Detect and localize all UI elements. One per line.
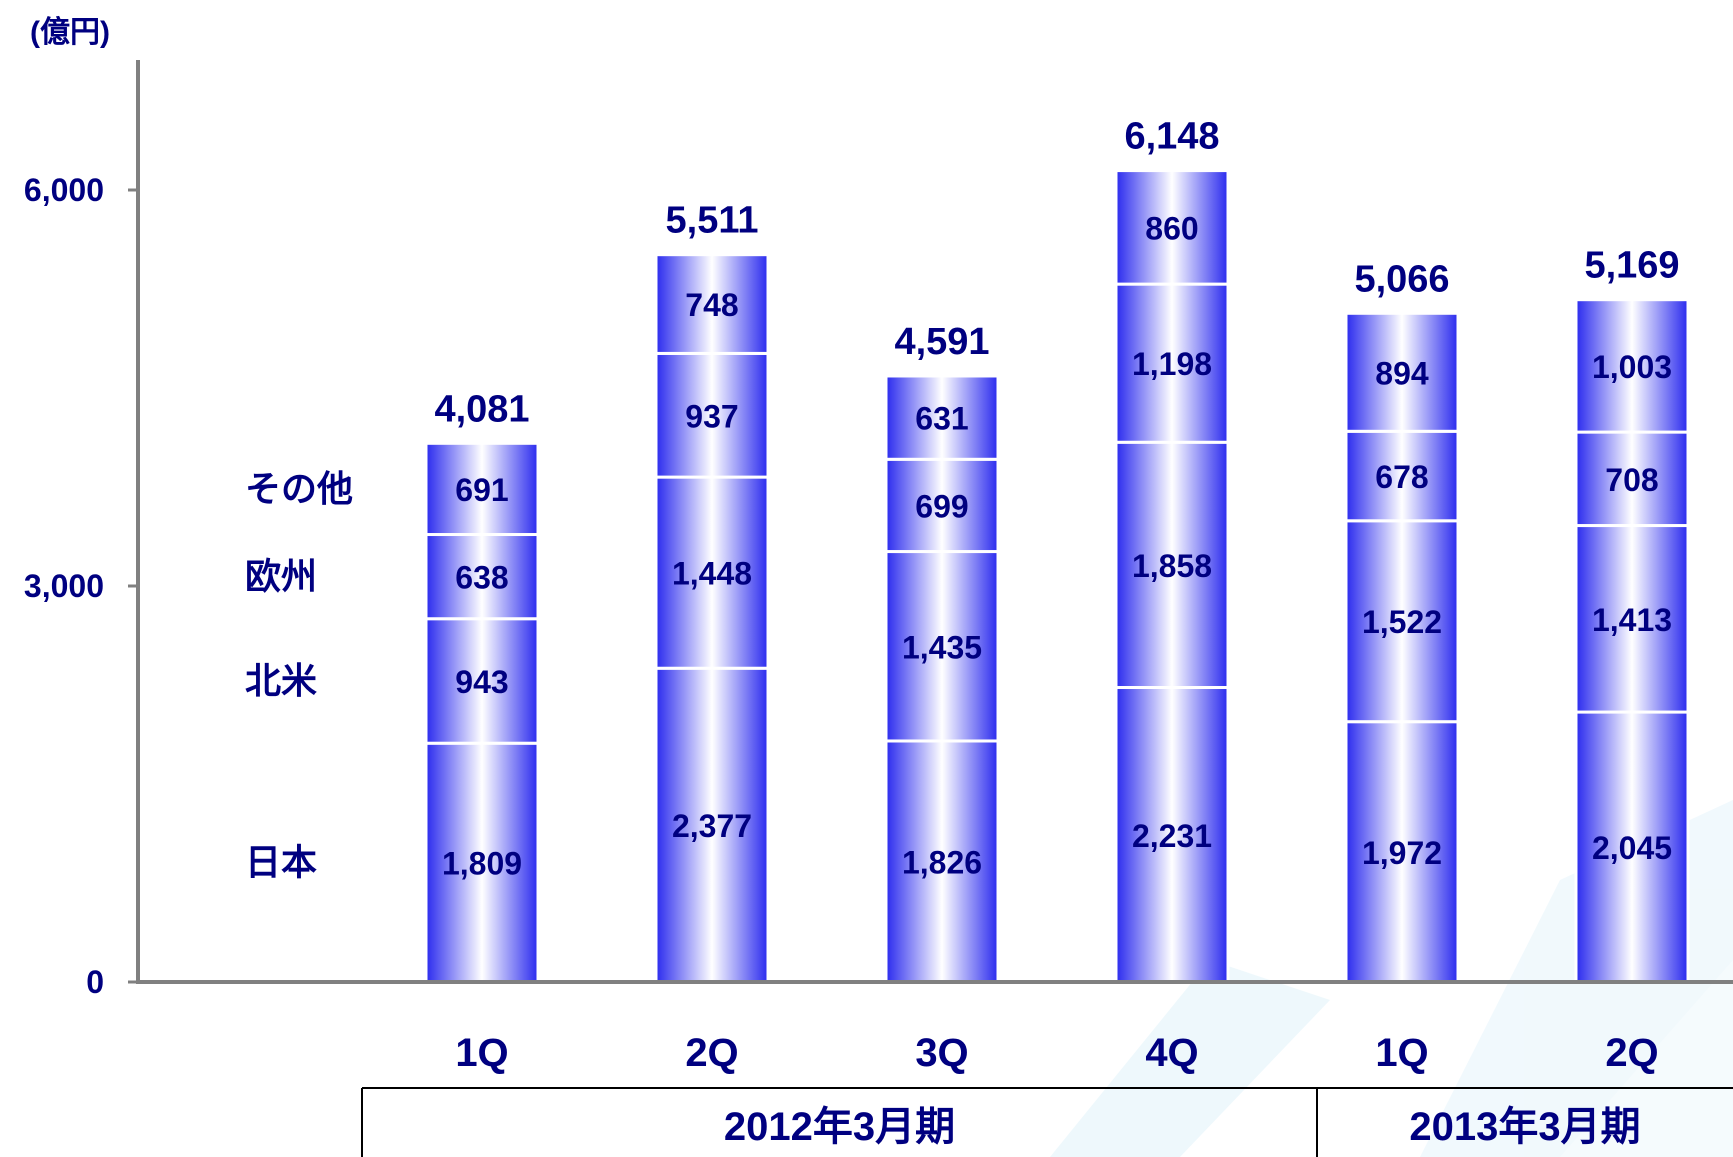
bar-segment: [1574, 298, 1690, 434]
bar-segment: [884, 457, 1000, 554]
bar-segment: [424, 617, 540, 745]
bar-segment: [424, 533, 540, 621]
y-axis-ticks: 0 3,000 6,000: [24, 172, 138, 1000]
bar-segment: [654, 666, 770, 984]
bar-segment: [1344, 720, 1460, 984]
y-tick-label: 6,000: [24, 172, 104, 208]
series-label: 北米: [245, 660, 317, 701]
segment-value-label: 1,972: [1362, 835, 1442, 871]
bar-segment: [1344, 429, 1460, 523]
x-category-label: 3Q: [915, 1031, 968, 1075]
bar-segment: [1344, 311, 1460, 433]
unit-label: (億円): [30, 16, 110, 49]
x-category-label: 1Q: [455, 1031, 508, 1075]
y-tick-label: 3,000: [24, 568, 104, 604]
bar-segment: [654, 475, 770, 670]
x-category-label: 4Q: [1145, 1031, 1198, 1075]
bar-segment: [1574, 710, 1690, 984]
bar-segment: [1114, 169, 1230, 286]
segment-value-label: 860: [1145, 210, 1198, 246]
total-value-label: 5,511: [666, 200, 759, 242]
bars: 1,809 943 638 691 4,081 2,377 1,448 937 748 5,511…: [424, 116, 1690, 984]
segment-value-label: 894: [1375, 355, 1429, 391]
segment-value-label: 937: [685, 398, 738, 434]
segment-value-label: 708: [1605, 462, 1658, 498]
period-label: 2013年3月期: [1409, 1105, 1640, 1149]
segment-value-label: 691: [455, 472, 508, 508]
segment-value-label: 748: [685, 287, 738, 323]
total-value-label: 5,169: [1584, 245, 1679, 287]
segment-value-label: 2,045: [1592, 830, 1672, 866]
total-value-label: 5,066: [1354, 258, 1449, 300]
segment-value-label: 1,826: [902, 844, 982, 880]
segment-value-label: 678: [1375, 459, 1428, 495]
bar-segment: [884, 374, 1000, 461]
segment-value-label: 1,522: [1362, 604, 1442, 640]
total-value-label: 4,591: [894, 321, 989, 363]
segment-value-label: 1,809: [442, 846, 522, 882]
segment-value-label: 699: [915, 488, 968, 524]
bar-segment: [424, 441, 540, 537]
period-groups: 2012年3月期 2013年3月期: [361, 1087, 1733, 1157]
series-label: 欧州: [245, 556, 317, 597]
bar-segment: [424, 741, 540, 984]
x-category-label: 2Q: [1605, 1031, 1658, 1075]
segment-value-label: 943: [455, 664, 508, 700]
total-value-label: 4,081: [434, 388, 529, 430]
x-category-label: 2Q: [685, 1031, 738, 1075]
segment-value-label: 631: [915, 401, 968, 437]
segment-value-label: 2,377: [672, 808, 752, 844]
segment-value-label: 1,413: [1592, 602, 1672, 638]
segment-value-label: 1,858: [1132, 548, 1212, 584]
bar-segment: [1114, 440, 1230, 690]
segment-value-label: 1,448: [672, 556, 752, 592]
series-label: その他: [245, 468, 353, 509]
bar-segment: [1114, 686, 1230, 984]
segment-value-label: 2,231: [1132, 818, 1212, 854]
segment-value-label: 1,003: [1592, 349, 1672, 385]
period-label: 2012年3月期: [724, 1105, 955, 1149]
segment-value-label: 1,198: [1132, 346, 1212, 382]
segment-value-label: 638: [455, 560, 508, 596]
x-category-label: 1Q: [1375, 1031, 1428, 1075]
total-value-label: 6,148: [1124, 116, 1219, 158]
segment-value-label: 1,435: [902, 629, 982, 665]
series-label: 日本: [245, 842, 317, 883]
x-axis-categories: 1Q 2Q 3Q 4Q 1Q 2Q: [455, 1031, 1658, 1075]
bar-segment: [654, 253, 770, 355]
bar-segment: [1574, 430, 1690, 528]
y-tick-label: 0: [86, 964, 104, 1000]
